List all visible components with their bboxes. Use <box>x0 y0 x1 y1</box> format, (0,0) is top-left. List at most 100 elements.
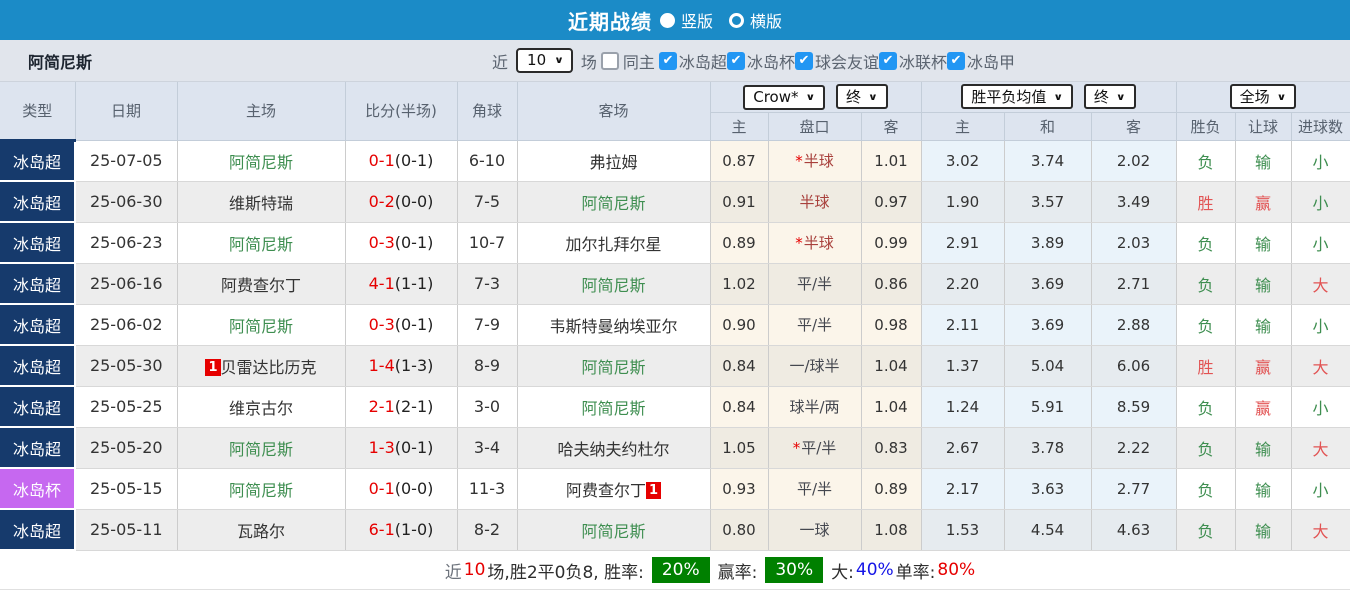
league-filter-item[interactable]: ✔ 冰联杯 <box>878 49 947 73</box>
league-checkbox[interactable]: ✔ <box>658 51 677 70</box>
ah-home-odds: 0.87 <box>710 140 769 182</box>
ah-home-odds: 0.91 <box>710 181 769 223</box>
radio-vertical-label[interactable]: 竖版 <box>680 12 713 31</box>
league-filter-label[interactable]: 球会友谊 <box>814 52 879 72</box>
full-time-score: 1-3 <box>368 438 395 457</box>
home-team-link[interactable]: 维斯特瑞 <box>228 193 293 213</box>
result-handicap: 输 <box>1235 304 1292 346</box>
table-header: 类型 日期 主场 比分(半场) 角球 客场 Crow* ∨ 终 ∨ 胜平负均值 … <box>0 82 1350 142</box>
ah-away-odds: 0.89 <box>861 468 922 510</box>
summary-text: 单率: <box>895 562 936 583</box>
full-time-score: 6-1 <box>368 520 395 539</box>
league-filter-item[interactable]: ✔ 冰岛超 <box>658 49 727 73</box>
away-team-link[interactable]: 弗拉姆 <box>589 152 638 172</box>
eu-home-odds: 2.91 <box>921 222 1005 264</box>
away-team-link[interactable]: 阿简尼斯 <box>581 193 646 213</box>
home-team-cell: 阿简尼斯 <box>177 427 346 469</box>
same-home-checkbox[interactable] <box>600 51 619 70</box>
result-wdl: 负 <box>1176 304 1236 346</box>
home-team-link[interactable]: 阿简尼斯 <box>228 316 293 336</box>
bookmaker-select[interactable]: Crow* ∨ <box>743 84 826 110</box>
home-team-link[interactable]: 维京古尔 <box>228 398 293 418</box>
corner-count: 8-2 <box>457 509 518 551</box>
ah-away-odds: 0.97 <box>861 181 922 223</box>
result-wdl: 负 <box>1176 509 1236 551</box>
ah-line-cell: *平/半 <box>768 427 862 469</box>
eu-stage-select[interactable]: 终 ∨ <box>1083 84 1136 110</box>
ah-line: 半球 <box>803 152 834 170</box>
league-type-cell: 冰岛超 <box>0 509 76 551</box>
away-team-link[interactable]: 韦斯特曼纳埃亚尔 <box>549 316 678 336</box>
ah-home-odds: 1.05 <box>710 427 769 469</box>
rank-badge: 1 <box>645 481 662 499</box>
rank-badge: 1 <box>205 358 221 376</box>
sub-header-eu-away: 客 <box>1091 112 1177 141</box>
away-team-cell: 加尔扎拜尔星 <box>517 222 711 264</box>
radio-vertical-selected-icon[interactable] <box>659 12 675 28</box>
radio-horizontal-label[interactable]: 横版 <box>750 12 783 31</box>
scope-select[interactable]: 全场 ∨ <box>1229 84 1297 110</box>
eu-draw-odds: 5.04 <box>1004 345 1092 387</box>
col-header-type[interactable]: 类型 <box>0 82 76 142</box>
ah-line-cell: *半球 <box>768 140 862 182</box>
away-team-link[interactable]: 阿简尼斯 <box>581 275 646 295</box>
sub-header-goals-result: 进球数 <box>1291 112 1350 141</box>
league-filter-label[interactable]: 冰岛甲 <box>966 52 1015 72</box>
away-team-link[interactable]: 阿简尼斯 <box>581 521 646 541</box>
away-team-link[interactable]: 阿费查尔丁 <box>565 480 646 500</box>
table-row: 冰岛超 25-06-23 阿简尼斯 0-3(0-1) 10-7 加尔扎拜尔星 0… <box>0 222 1350 264</box>
league-checkbox[interactable]: ✔ <box>878 51 897 70</box>
league-filter-item[interactable]: ✔ 球会友谊 <box>794 49 879 73</box>
home-team-link[interactable]: 瓦路尔 <box>236 521 285 541</box>
ah-line: 球半/两 <box>789 398 840 416</box>
star-icon: * <box>795 152 803 170</box>
league-filter-label[interactable]: 冰岛超 <box>678 52 727 72</box>
league-checkbox[interactable]: ✔ <box>726 51 745 70</box>
home-team-link[interactable]: 阿简尼斯 <box>228 439 293 459</box>
corner-count: 11-3 <box>457 468 518 510</box>
score-cell: 0-1(0-0) <box>345 468 458 510</box>
home-team-link[interactable]: 阿简尼斯 <box>228 234 293 254</box>
league-type-cell: 冰岛超 <box>0 181 76 223</box>
full-time-score: 2-1 <box>368 397 395 416</box>
summary-text: 赢率: <box>717 562 758 583</box>
eu-home-odds: 3.02 <box>921 140 1005 182</box>
ah-away-odds: 1.04 <box>861 345 922 387</box>
eu-source-select[interactable]: 胜平负均值 ∨ <box>961 84 1074 110</box>
result-goals: 大 <box>1291 345 1350 387</box>
ah-stage-select[interactable]: 终 ∨ <box>836 84 888 109</box>
home-team-link[interactable]: 阿简尼斯 <box>228 152 293 172</box>
home-team-link[interactable]: 阿费查尔丁 <box>220 275 301 295</box>
away-team-link[interactable]: 哈夫纳夫约杜尔 <box>557 439 670 459</box>
eu-home-odds: 1.90 <box>921 181 1005 223</box>
match-date: 25-06-30 <box>75 181 178 223</box>
chevron-down-icon: ∨ <box>868 90 878 103</box>
match-date: 25-06-23 <box>75 222 178 264</box>
league-filter-item[interactable]: ✔ 冰岛甲 <box>946 49 1015 73</box>
league-checkbox[interactable]: ✔ <box>794 51 813 70</box>
home-team-cell: 阿简尼斯 <box>177 222 346 264</box>
league-type-cell: 冰岛超 <box>0 345 76 387</box>
home-team-link[interactable]: 阿简尼斯 <box>228 480 293 500</box>
radio-horizontal-icon[interactable] <box>729 12 744 28</box>
ah-line-cell: 平/半 <box>768 468 862 510</box>
result-goals: 大 <box>1291 263 1350 305</box>
eu-home-odds: 2.11 <box>921 304 1005 346</box>
away-team-link[interactable]: 阿简尼斯 <box>581 357 646 377</box>
same-home-label[interactable]: 同主 <box>622 52 655 72</box>
away-team-link[interactable]: 加尔扎拜尔星 <box>565 234 662 254</box>
league-filter-label[interactable]: 冰联杯 <box>898 52 947 72</box>
eu-away-odds: 2.77 <box>1091 468 1177 510</box>
col-header-date[interactable]: 日期 <box>75 82 178 141</box>
league-checkbox[interactable]: ✔ <box>946 51 965 70</box>
table-row: 冰岛超 25-05-25 维京古尔 2-1(2-1) 3-0 阿简尼斯 0.84… <box>0 386 1350 428</box>
home-team-link[interactable]: 贝雷达比历克 <box>220 357 317 377</box>
away-team-cell: 阿简尼斯 <box>517 263 711 305</box>
league-filter-label[interactable]: 冰岛杯 <box>746 52 795 72</box>
games-count-select[interactable]: 10 ∨ <box>516 48 573 73</box>
league-filter-item[interactable]: ✔ 冰岛杯 <box>726 49 795 73</box>
away-team-link[interactable]: 阿简尼斯 <box>581 398 646 418</box>
result-handicap: 输 <box>1235 263 1292 305</box>
match-date: 25-05-11 <box>75 509 178 551</box>
rate-badge: 30% <box>765 557 824 583</box>
